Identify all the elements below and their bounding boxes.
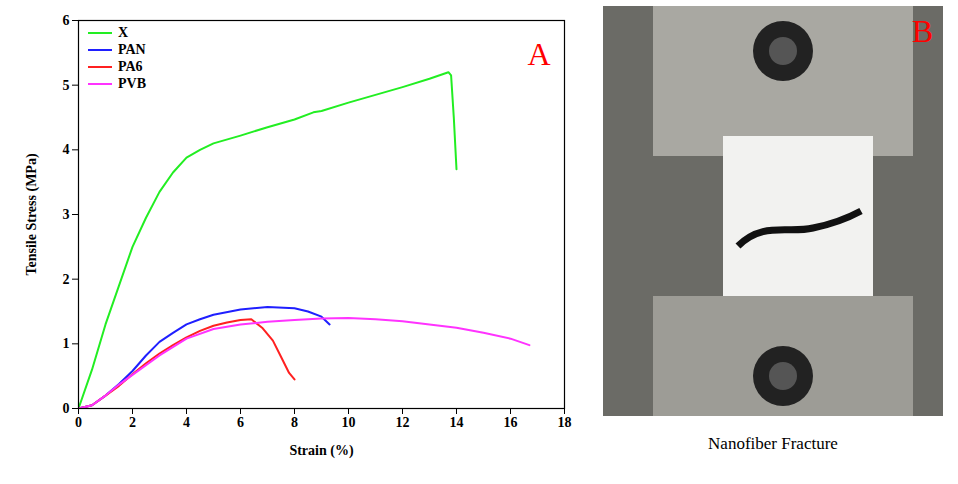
svg-text:B: B [912, 13, 933, 49]
html-text:PAN: PAN [118, 42, 146, 57]
svg-text:2: 2 [129, 415, 136, 430]
html-text:X: X [118, 25, 129, 40]
svg-text:A: A [527, 36, 550, 72]
html-text:Nanofiber Fracture: Nanofiber Fracture [708, 434, 838, 453]
svg-text:18: 18 [558, 415, 572, 430]
html-text:PVB: PVB [118, 76, 146, 91]
svg-text:12: 12 [396, 415, 410, 430]
svg-text:8: 8 [291, 415, 298, 430]
svg-text:1: 1 [63, 336, 70, 351]
svg-text:4: 4 [183, 415, 190, 430]
svg-text:3: 3 [63, 207, 70, 222]
svg-text:4: 4 [63, 142, 70, 157]
svg-text:14: 14 [450, 415, 464, 430]
svg-text:16: 16 [504, 415, 518, 430]
svg-text:0: 0 [75, 415, 82, 430]
svg-text:6: 6 [63, 13, 70, 28]
svg-text:Strain (%): Strain (%) [289, 443, 354, 459]
svg-text:6: 6 [237, 415, 244, 430]
svg-text:2: 2 [63, 272, 70, 287]
svg-text:5: 5 [63, 78, 70, 93]
html-text:PA6: PA6 [118, 59, 143, 74]
svg-text:0: 0 [63, 401, 70, 416]
svg-text:10: 10 [342, 415, 356, 430]
svg-text:Tensile Stress (MPa): Tensile Stress (MPa) [24, 153, 40, 275]
